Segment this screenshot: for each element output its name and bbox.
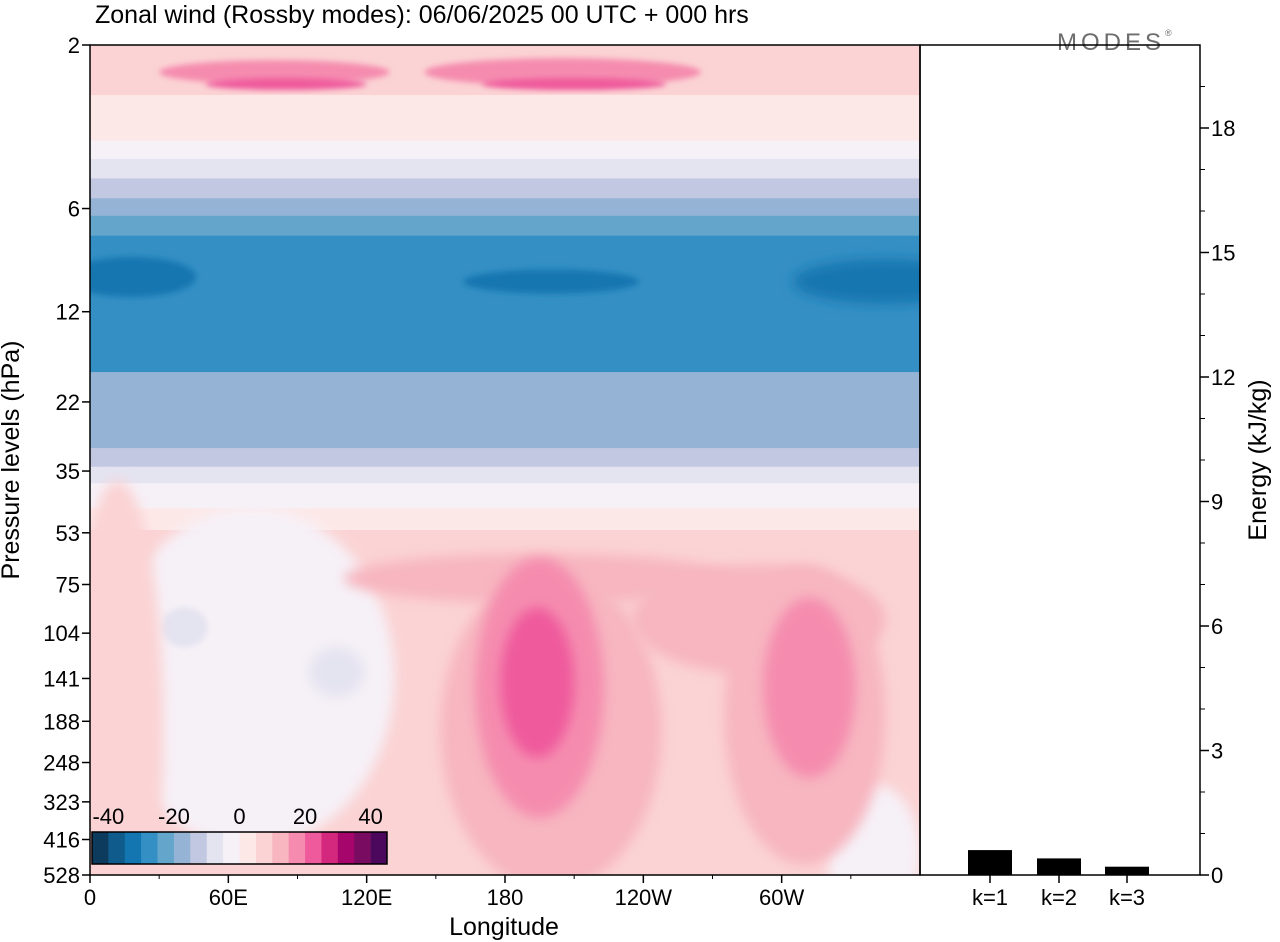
colorbar-swatch — [272, 832, 289, 864]
pressure-axis: 2 6 12 22 35 53 75 104 141 188 248 323 416 528 — [43, 33, 90, 888]
contour-region — [108, 507, 395, 848]
energy-category-label: k=1 — [972, 885, 1008, 910]
longitude-axis: 0 60E 120E 180 120W 60W — [84, 875, 852, 910]
contour-region — [463, 269, 639, 294]
contour-region — [763, 597, 856, 778]
y-tick-label: 75 — [56, 572, 80, 597]
colorbar-swatch — [190, 832, 208, 864]
colorbar-swatch — [239, 832, 257, 864]
contour-band — [90, 235, 920, 373]
contour-band — [90, 178, 920, 199]
y-tick-label: 2 — [68, 33, 80, 58]
colorbar-swatch — [124, 832, 142, 864]
colorbar-tick-label: -40 — [92, 804, 124, 829]
colorbar-swatch — [157, 832, 175, 864]
colorbar-swatch — [321, 832, 339, 864]
y-tick-label: 248 — [43, 751, 80, 776]
heatmap-field — [90, 45, 920, 875]
colorbar-swatch — [141, 832, 158, 864]
contour-region — [90, 256, 197, 297]
colorbar-tick-label: -20 — [158, 804, 190, 829]
contour-region — [159, 60, 390, 85]
y-tick-label: 323 — [43, 790, 80, 815]
colorbar-swatch — [206, 832, 224, 864]
y-tick-label: 6 — [68, 197, 80, 222]
colorbar-swatch — [173, 832, 191, 864]
energy-tick-label: 15 — [1211, 241, 1235, 266]
colorbar-swatch — [92, 832, 109, 864]
energy-bars: k=1 k=2 k=3 — [968, 850, 1149, 910]
contour-region — [793, 259, 920, 304]
x-tick-label: 120W — [615, 885, 673, 910]
energy-tick-label: 0 — [1211, 863, 1223, 888]
y-tick-label: 22 — [56, 390, 80, 415]
energy-tick-label: 9 — [1211, 490, 1223, 515]
x-axis-label: Longitude — [449, 913, 559, 941]
colorbar-swatch — [223, 832, 240, 864]
contour-band — [90, 215, 920, 237]
contour-region — [481, 78, 667, 91]
energy-category-label: k=2 — [1041, 885, 1077, 910]
colorbar-swatch — [370, 832, 388, 864]
colorbar-swatch — [108, 832, 126, 864]
energy-category-label: k=3 — [1109, 885, 1145, 910]
x-tick-label: 60W — [759, 885, 804, 910]
y-tick-label: 416 — [43, 828, 80, 853]
y-tick-label: 104 — [43, 621, 80, 646]
contour-region — [424, 58, 701, 87]
contour-band — [90, 95, 920, 142]
x-tick-label: 180 — [487, 885, 524, 910]
y-tick-label: 12 — [56, 300, 80, 325]
y-tick-label: 528 — [43, 863, 80, 888]
y-tick-label: 188 — [43, 709, 80, 734]
colorbar-swatch — [337, 832, 355, 864]
y-tick-label: 53 — [56, 521, 80, 546]
contour-band — [90, 466, 920, 484]
energy-tick-label: 3 — [1211, 739, 1223, 764]
colorbar-tick-label: 0 — [233, 804, 245, 829]
chart-title: Zonal wind (Rossby modes): 06/06/2025 00… — [95, 1, 749, 29]
x-tick-label: 0 — [84, 885, 96, 910]
contour-region — [500, 607, 575, 758]
colorbar-tick-label: 20 — [293, 804, 317, 829]
contour-region — [309, 646, 365, 697]
brand-registered-mark: ® — [1165, 28, 1172, 38]
colorbar-swatch — [288, 832, 306, 864]
y-axis-label: Pressure levels (hPa) — [0, 341, 25, 580]
colorbar-swatch — [305, 832, 322, 864]
contour-band — [90, 158, 920, 179]
contour-region — [90, 480, 164, 875]
contour-band — [90, 372, 920, 449]
colorbar-swatch — [354, 832, 371, 864]
contour-band — [90, 198, 920, 217]
energy-axis: 0 3 6 9 12 15 18 — [1200, 86, 1235, 888]
colorbar: -40 -20 0 20 40 — [91, 804, 388, 865]
energy-axis-label: Energy (kJ/kg) — [1244, 379, 1272, 540]
energy-bar — [968, 850, 1012, 875]
y-tick-label: 35 — [56, 459, 80, 484]
contour-region — [205, 78, 367, 91]
contour-region — [161, 607, 208, 648]
energy-tick-label: 18 — [1211, 116, 1235, 141]
energy-bar — [1037, 858, 1081, 875]
contour-band — [90, 483, 920, 509]
energy-tick-label: 6 — [1211, 614, 1223, 639]
colorbar-tick-label: 40 — [358, 804, 382, 829]
energy-tick-label: 12 — [1211, 365, 1235, 390]
contour-band — [90, 140, 920, 160]
colorbar-swatch — [255, 832, 273, 864]
y-tick-label: 141 — [43, 666, 80, 691]
x-tick-label: 120E — [341, 885, 392, 910]
x-tick-label: 60E — [209, 885, 248, 910]
contour-band — [90, 448, 920, 468]
energy-bar — [1105, 866, 1149, 875]
brand-text: MODES — [1057, 29, 1166, 56]
energy-panel-frame — [919, 44, 1201, 876]
brand-logo: MODES® — [1057, 18, 1172, 58]
colorbar-frame — [91, 831, 388, 865]
